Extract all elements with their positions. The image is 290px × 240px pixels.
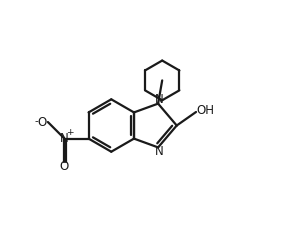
Text: +: + (66, 128, 73, 137)
Text: N: N (155, 145, 163, 158)
Text: N: N (60, 132, 69, 145)
Text: N: N (155, 93, 163, 106)
Text: OH: OH (197, 104, 215, 117)
Text: O: O (37, 115, 46, 129)
Text: O: O (60, 160, 69, 173)
Text: -: - (35, 116, 38, 126)
